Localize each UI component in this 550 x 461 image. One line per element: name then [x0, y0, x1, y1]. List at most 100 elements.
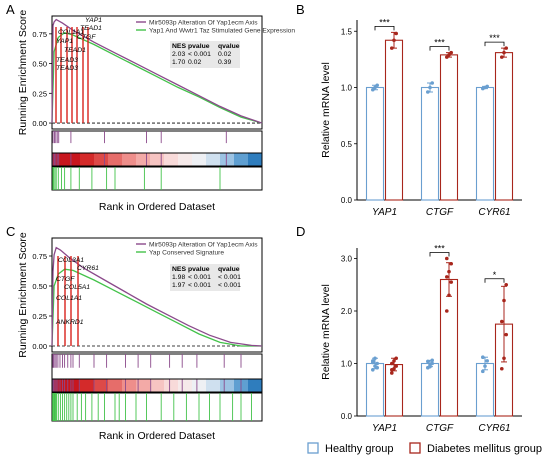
bar-b-category-label: CTGF	[426, 207, 454, 218]
gsea-c-ytick-label: 0.25	[32, 312, 47, 321]
gsea-a-stats-bg	[170, 41, 240, 68]
bar-d-data-point	[502, 298, 506, 303]
gsea-c-stats-cell: < 0.001	[188, 274, 211, 281]
gsea-a-stats-cell: 0.39	[218, 59, 231, 66]
gsea-c-rank-gradient-segment	[248, 379, 263, 392]
bar-d-ytick-label: 1.0	[341, 360, 353, 369]
bar-d-ylabel: Relative mRNA level	[320, 284, 332, 380]
bar-d-bar-dm	[439, 278, 459, 417]
bar-b-ytick-label: 1.5	[341, 27, 353, 36]
gsea-a-rank-gradient-segment	[94, 153, 109, 166]
gsea-c-legend-text: Mir5093p Alteration Of Yap1ecm Axis	[149, 242, 258, 249]
gsea-c-rank-gradient-segment	[108, 379, 123, 392]
bar-panel-d: 0.0 1.0 2.0 3.0 Relative mRNA level YAP1 CTGF *…	[320, 244, 522, 434]
gsea-a-stats-header: pvalue	[188, 43, 210, 50]
gsea-a-gene-label: CTGF	[77, 34, 96, 41]
gsea-a-rank-gradient-segment	[178, 153, 193, 166]
bar-panel-b: 0.0 0.5 1.0 1.5 Relative mRNA level YAP1 *** CT…	[320, 17, 522, 218]
bar-d-ytick-label: 3.0	[341, 255, 353, 264]
gsea-a-ylabel: Running Enrichment Score	[17, 10, 29, 136]
bar-d-data-point	[430, 358, 435, 363]
gsea-c-gene-label: ANKRD1	[55, 319, 84, 326]
gsea-c-rank-gradient-segment	[220, 379, 235, 392]
bar-d-data-point	[390, 361, 394, 366]
bar-d-bar-dm	[384, 363, 404, 417]
bar-d-data-point	[426, 359, 430, 364]
bar-b-data-point	[371, 87, 375, 92]
bar-d-data-point	[481, 369, 485, 374]
gsea-a-stats-header: NES	[172, 43, 186, 50]
legend-swatch-healthy	[307, 442, 319, 454]
gsea-c-stats-bg	[170, 264, 240, 291]
bar-b-data-point	[504, 46, 509, 50]
gsea-a-gene-label: YAP1	[56, 38, 73, 45]
gsea-a-rank-gradient-segment	[80, 153, 95, 166]
gsea-a-hit-strip-1	[51, 130, 263, 154]
gsea-a-curve-purple	[51, 18, 263, 124]
gsea-c-rank-gradient-segment	[192, 379, 207, 392]
gsea-c-ytick-label: 0.00	[32, 342, 47, 351]
bar-d-significance-bracket	[429, 252, 450, 257]
gsea-c-gene-label: COL1A1	[56, 295, 82, 302]
bar-b-category-label: YAP1	[372, 207, 397, 218]
bar-d-significance-stars: ***	[434, 244, 445, 254]
gsea-c-gene-label: COL3A1	[58, 257, 84, 264]
gsea-a-rank-gradient-segment	[66, 153, 81, 166]
gsea-a-gene-label: TEAD1	[64, 47, 86, 54]
bar-b-data-point	[375, 83, 380, 88]
gsea-c-rank-gradient-segment	[178, 379, 193, 392]
bar-b-data-point	[426, 90, 430, 94]
bar-d-data-point	[430, 361, 435, 366]
gsea-a-stats-cell: 2.03	[172, 51, 185, 58]
group-legend: Healthy group Diabetes mellitus group	[307, 442, 542, 455]
bar-d-data-point	[504, 332, 509, 337]
gsea-a-stats-cell: 1.70	[172, 59, 185, 66]
gsea-a-rank-gradient-segment	[122, 153, 137, 166]
gsea-c-ytick-label: 0.50	[32, 282, 47, 291]
gsea-c-gene-label: CYR61	[77, 265, 99, 272]
gsea-a-gene-label: TEAD1	[80, 25, 102, 32]
bar-d-data-point	[500, 366, 504, 371]
bar-b-data-point	[447, 53, 451, 57]
gsea-a-xlabel: Rank in Ordered Dataset	[99, 201, 215, 213]
bar-d-data-point	[375, 365, 380, 370]
panel-letter-d: D	[296, 224, 305, 239]
gsea-a-gene-label: TEAD3	[56, 57, 78, 64]
gsea-a-stats-cell: < 0.001	[188, 51, 211, 58]
gsea-c-stats-header: NES	[172, 266, 186, 273]
gsea-a-gene-label: YAP1	[85, 17, 102, 24]
gsea-a-stats-header: qvalue	[218, 43, 240, 50]
gsea-c-gene-label: CTGF	[56, 276, 75, 283]
gsea-c-rank-gradient-segment	[150, 379, 165, 392]
bar-b-significance-stars: ***	[379, 17, 390, 27]
bar-d-data-point	[390, 371, 394, 375]
bar-b-bar-dm	[439, 54, 459, 201]
bar-d-data-point	[483, 364, 487, 368]
bar-d-data-point	[449, 261, 454, 266]
gsea-a-gene-label: TEAD3	[56, 65, 78, 72]
gsea-a-rank-gradient-segment	[192, 153, 207, 166]
bar-d-data-point	[447, 293, 451, 298]
gsea-c-xlabel: Rank in Ordered Dataset	[99, 430, 215, 442]
gsea-c-rank-gradient-segment	[164, 379, 179, 392]
gsea-a-rank-gradient-segment	[136, 153, 151, 166]
bar-d-data-point	[375, 361, 380, 366]
bar-d-data-point	[500, 319, 504, 324]
bar-b-data-point	[500, 55, 504, 59]
gsea-c-hit-strip-1	[51, 353, 263, 380]
gsea-a-legend-text: Yap1 And Wwtr1 Taz Stimulated Gene Expre…	[149, 28, 295, 35]
gsea-a-curve-green	[51, 31, 263, 124]
bar-b-bar-dm	[494, 52, 514, 201]
bar-d-bar-healthy	[365, 362, 385, 417]
bar-b-bar-healthy	[420, 86, 440, 201]
gsea-c-stats-cell: 1.97	[172, 282, 185, 289]
gsea-a-rank-gradient-segment	[234, 153, 249, 166]
bar-b-data-point	[390, 46, 394, 50]
gsea-c-rank-gradient-segment	[136, 379, 151, 392]
gsea-c-stats-header: pvalue	[188, 266, 210, 273]
gsea-c-hit-strip-2	[51, 392, 263, 422]
bar-b-significance-stars: ***	[434, 38, 445, 48]
bar-d-data-point	[445, 309, 449, 313]
legend-label-healthy: Healthy group	[325, 443, 394, 455]
bar-d-significance-bracket	[484, 278, 505, 283]
